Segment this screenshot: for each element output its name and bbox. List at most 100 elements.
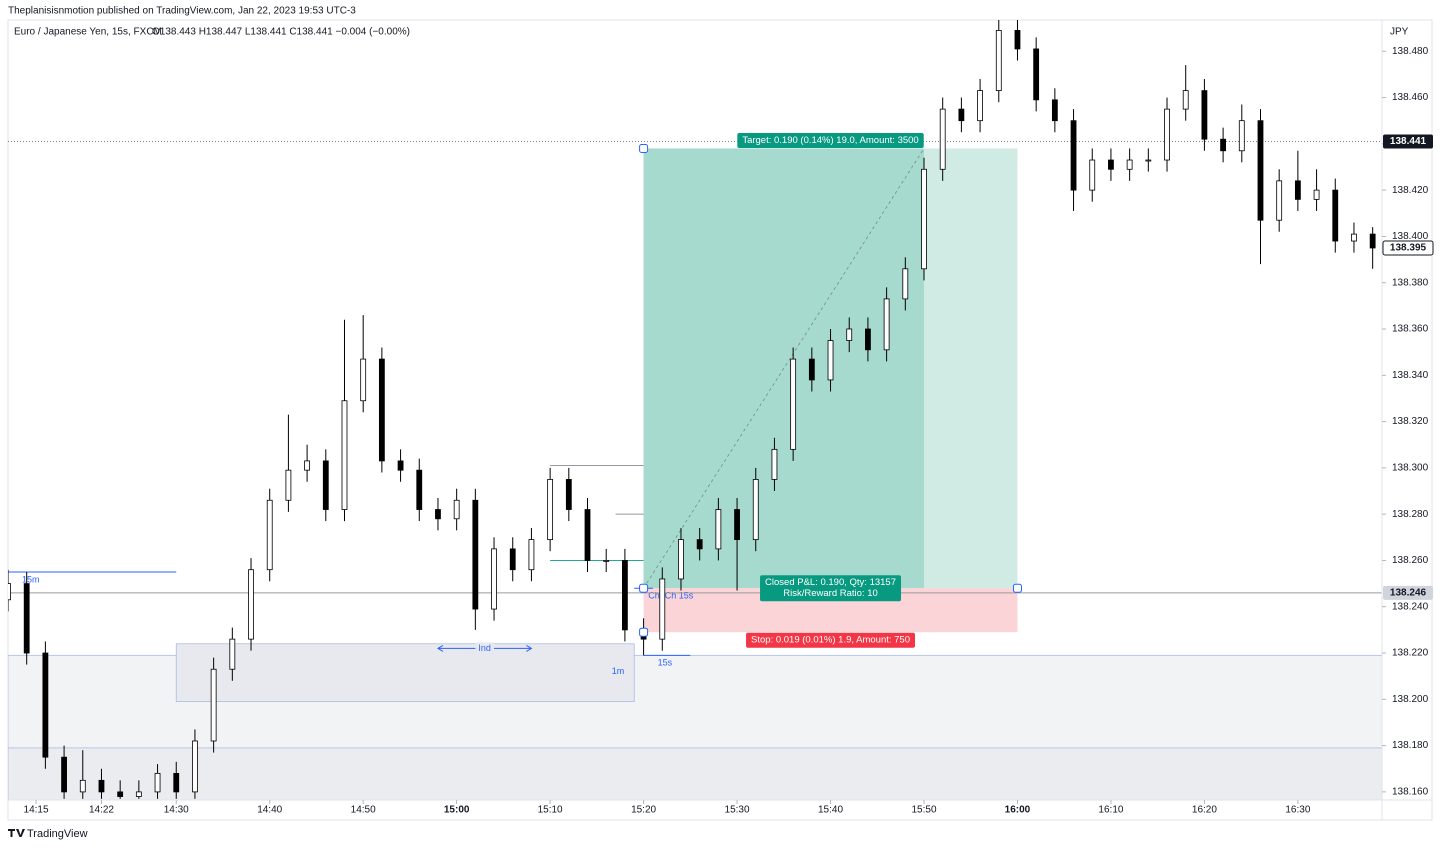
candle-body [304, 460, 311, 471]
x-tick-label: 14:50 [351, 805, 376, 816]
candle-body [678, 539, 684, 580]
candle-body [61, 756, 67, 793]
candle-body [453, 499, 460, 520]
candle-body [98, 779, 105, 793]
candle-body [1070, 120, 1077, 191]
x-tick-label: 14:40 [257, 805, 282, 816]
label-bg [737, 132, 924, 148]
x-tick-label: 14:30 [164, 805, 189, 816]
candle-body [808, 358, 815, 381]
y-tick-label: 138.320 [1392, 416, 1429, 427]
price-tag [1383, 585, 1433, 600]
candle-body [1014, 30, 1021, 50]
candle-body [584, 509, 591, 561]
candle-body [827, 340, 834, 381]
candle-body [790, 358, 797, 450]
candle-body [397, 460, 404, 471]
label-text: Target: 0.190 (0.14%) 19.0, Amount: 3500 [742, 135, 918, 146]
x-tick-label: 15:40 [818, 805, 843, 816]
candle-body [1238, 120, 1245, 152]
candle-body [846, 328, 853, 341]
candle-body [603, 560, 610, 562]
y-tick-label: 138.280 [1392, 509, 1429, 520]
position-handle [639, 143, 649, 153]
trade-path [643, 148, 925, 589]
candle-body [752, 479, 759, 541]
currency: JPY [1390, 27, 1409, 38]
candle-body [248, 569, 254, 640]
candle-body [547, 479, 554, 541]
candle-body [1164, 108, 1170, 161]
candle-body [958, 108, 965, 122]
ohlc-legend: O138.443 H138.447 L138.441 C138.441 −0.0… [152, 27, 410, 38]
price-tag-label: 138.246 [1390, 587, 1427, 598]
y-tick-label: 138.480 [1392, 46, 1429, 57]
candle-body [1201, 90, 1208, 140]
y-tick-label: 138.220 [1392, 648, 1429, 659]
publisher: Theplanisisnmotion published on TradingV… [8, 6, 356, 17]
candle-body [341, 400, 348, 510]
candle-body [210, 668, 217, 742]
candle-body [621, 560, 628, 631]
x-tick-label: 14:15 [24, 805, 49, 816]
frame [7, 19, 1433, 821]
label-box: Target: 0.190 (0.14%) 19.0, Amount: 3500 [737, 132, 924, 148]
candle-body [472, 499, 479, 610]
candle-body [696, 539, 703, 550]
candle-body [771, 448, 778, 480]
candle-body [1108, 159, 1114, 170]
label-text: Risk/Reward Ratio: 10 [783, 588, 878, 599]
position-handle [1012, 583, 1022, 593]
label-box: Stop: 0.019 (0.01%) 1.9, Amount: 750 [746, 632, 916, 648]
candle-body [659, 578, 666, 640]
label-box: Closed P&L: 0.190, Qty: 13157Risk/Reward… [760, 575, 902, 602]
candle-body [42, 652, 49, 758]
plot-area: 1m 15m 15s ChoCh 15s Ind [8, 20, 1382, 800]
x-tick-label: 15:10 [538, 805, 563, 816]
y-tick-label: 138.460 [1392, 92, 1429, 103]
candle-body [1051, 99, 1058, 122]
candle-body [1220, 138, 1227, 152]
candle-body [117, 791, 124, 797]
candle-body [528, 539, 535, 571]
x-tick-label: 16:00 [1005, 805, 1031, 816]
candle-body [8, 583, 11, 601]
candle-body [1369, 233, 1376, 249]
x-tick-label: 15:50 [911, 805, 936, 816]
candle-body [322, 460, 329, 510]
candle-body [23, 583, 30, 654]
candle-body [135, 791, 142, 797]
brand: TradingView [27, 828, 88, 840]
candle-body [1351, 233, 1357, 242]
x-tick-label: 16:10 [1098, 805, 1123, 816]
y-tick-label: 138.380 [1392, 277, 1429, 288]
candle-body [1294, 180, 1301, 200]
y-tick-label: 138.260 [1392, 555, 1429, 566]
y-tick-label: 138.420 [1392, 185, 1429, 196]
x-tick-label: 15:30 [725, 805, 750, 816]
price-tag-label: 138.441 [1390, 136, 1427, 147]
symbol-title: Euro / Japanese Yen, 15s, FXCM [14, 27, 162, 38]
candle-body [921, 168, 927, 270]
x-tick-label: 14:22 [89, 805, 114, 816]
candle-body [939, 108, 946, 170]
candle-body [883, 298, 890, 351]
candle-body [715, 509, 722, 550]
candle-body [902, 268, 909, 300]
label-text: Closed P&L: 0.190, Qty: 13157 [765, 577, 896, 588]
arrow-label: Ind [478, 643, 491, 653]
candle-body [491, 548, 497, 610]
y-tick-label: 138.300 [1392, 463, 1429, 474]
candle-body [1033, 48, 1040, 101]
candle-body [229, 638, 236, 670]
candle-body [192, 740, 198, 793]
zone [8, 747, 1382, 800]
candle-body [378, 358, 385, 462]
zone [175, 643, 635, 703]
y-tick-label: 138.360 [1392, 324, 1429, 335]
position-handle [639, 583, 649, 593]
label-bg [746, 632, 916, 648]
label-bg [760, 575, 902, 602]
label-text: Stop: 0.019 (0.01%) 1.9, Amount: 750 [751, 635, 910, 646]
